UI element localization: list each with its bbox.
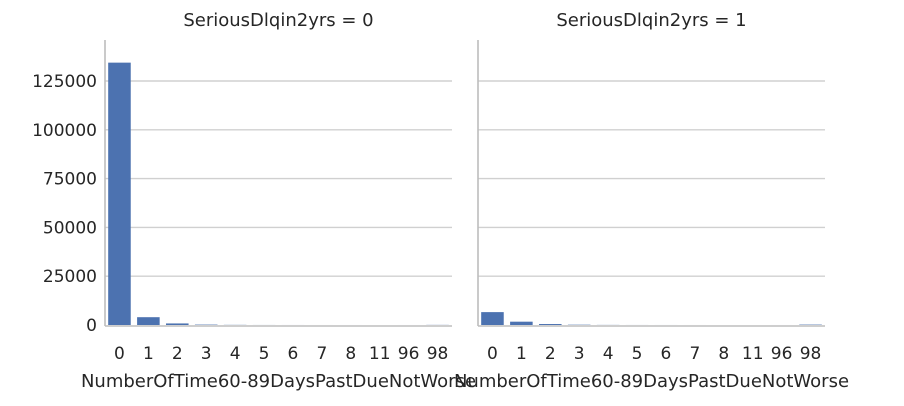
x-tick-label-1-98: 98 (800, 344, 822, 364)
x-tick-label-1-5: 5 (632, 344, 643, 364)
x-tick-label-0-6: 6 (288, 344, 299, 364)
x-tick-label-1-7: 7 (689, 344, 700, 364)
x-tick-label-1-0: 0 (487, 344, 498, 364)
bar-1-1 (510, 322, 533, 325)
x-tick-label-0-8: 8 (345, 344, 356, 364)
x-tick-label-0-98: 98 (427, 344, 449, 364)
x-tick-label-1-11: 11 (742, 344, 764, 364)
y-tick-label-5: 125000 (32, 72, 97, 92)
panel-title-0: SeriousDlqin2yrs = 0 (183, 10, 373, 31)
x-tick-label-0-1: 1 (143, 344, 154, 364)
y-tick-label-4: 100000 (32, 121, 97, 141)
y-tick-label-1: 25000 (43, 267, 97, 287)
x-tick-label-0-0: 0 (114, 344, 125, 364)
bar-0-1 (137, 317, 160, 325)
x-tick-label-1-6: 6 (661, 344, 672, 364)
x-axis-label-1: NumberOfTime60-89DaysPastDueNotWorse (454, 371, 849, 392)
x-tick-label-1-1: 1 (516, 344, 527, 364)
y-tick-label-3: 75000 (43, 170, 97, 190)
x-tick-label-1-3: 3 (574, 344, 585, 364)
x-tick-label-1-8: 8 (718, 344, 729, 364)
y-tick-label-0: 0 (86, 316, 97, 336)
bar-0-2 (166, 323, 189, 325)
x-tick-label-0-3: 3 (201, 344, 212, 364)
x-tick-label-0-4: 4 (230, 344, 241, 364)
bar-1-2 (539, 324, 562, 325)
x-tick-label-0-5: 5 (259, 344, 270, 364)
panel-title-1: SeriousDlqin2yrs = 1 (556, 10, 746, 31)
x-tick-label-0-7: 7 (316, 344, 327, 364)
x-tick-label-0-96: 96 (398, 344, 420, 364)
x-tick-label-1-4: 4 (603, 344, 614, 364)
x-tick-label-0-2: 2 (172, 344, 183, 364)
bar-1-0 (481, 312, 504, 325)
x-tick-label-0-11: 11 (369, 344, 391, 364)
x-tick-label-1-96: 96 (771, 344, 793, 364)
x-tick-label-1-2: 2 (545, 344, 556, 364)
x-axis-label-0: NumberOfTime60-89DaysPastDueNotWorse (81, 371, 476, 392)
y-tick-label-2: 50000 (43, 218, 97, 238)
bar-0-0 (108, 63, 131, 325)
